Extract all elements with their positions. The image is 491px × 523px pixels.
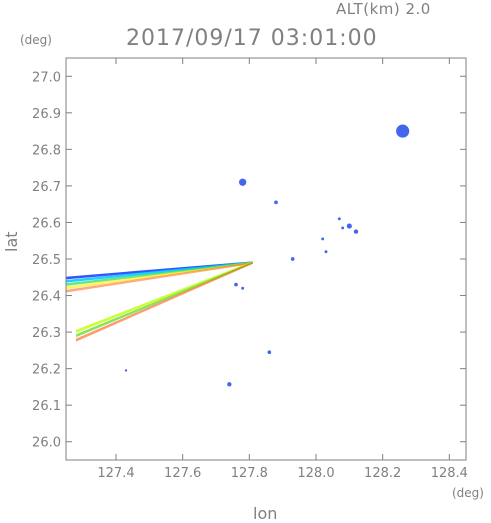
echo-point — [234, 282, 238, 287]
echo-point — [239, 178, 247, 186]
echo-point — [274, 200, 278, 205]
x-tick-label: 127.8 — [231, 466, 268, 481]
echo-streak — [66, 261, 253, 293]
plot-area — [66, 124, 410, 387]
echo-point — [267, 350, 272, 355]
echo-point — [341, 226, 345, 230]
plot-frame — [65, 57, 467, 461]
x-tick-label: 128.4 — [431, 466, 468, 481]
x-tick-label: 128.2 — [364, 466, 401, 481]
y-tick-label: 26.4 — [32, 290, 61, 305]
y-tick-label: 26.1 — [32, 399, 61, 414]
altitude-label: ALT(km) 2.0 — [336, 0, 431, 18]
echo-point — [124, 369, 128, 372]
echo-point — [396, 124, 410, 138]
echo-streak — [66, 261, 253, 283]
echo-point — [324, 250, 328, 254]
echo-streak — [76, 261, 253, 333]
timestamp-title: 2017/09/17 03:01:00 — [126, 26, 378, 51]
echo-point — [227, 382, 232, 387]
echo-point — [353, 229, 359, 234]
echo-streak — [66, 261, 253, 286]
y-tick-label: 26.9 — [32, 107, 61, 122]
x-tick-label: 128.0 — [297, 466, 334, 481]
echo-point — [337, 217, 341, 221]
x-tick-label: 127.4 — [97, 466, 134, 481]
axes: 127.4 127.6 127.8 128.0 128.2 128.4 26.0 26.1 26… — [32, 57, 468, 481]
y-tick-label: 26.8 — [32, 143, 61, 158]
y-tick-label: 26.7 — [32, 180, 61, 195]
y-tick-label: 26.2 — [32, 363, 61, 378]
y-tick-label: 26.6 — [32, 216, 61, 231]
echo-streak — [76, 261, 253, 338]
y-axis-unit: (deg) — [20, 33, 52, 47]
echo-streak — [76, 261, 253, 342]
x-axis-unit: (deg) — [452, 486, 484, 500]
y-tick-label: 26.5 — [32, 253, 61, 268]
echo-point — [290, 257, 295, 261]
echo-streak — [66, 261, 253, 290]
y-tick-label: 26.0 — [32, 436, 61, 451]
y-tick-label: 26.3 — [32, 326, 61, 341]
echo-streak — [66, 261, 253, 280]
echo-point — [321, 237, 325, 241]
y-tick-label: 27.0 — [32, 70, 61, 85]
x-tick-label: 127.6 — [164, 466, 201, 481]
echo-point — [241, 286, 245, 290]
echo-point — [346, 223, 352, 229]
x-axis-label: lon — [253, 504, 278, 523]
